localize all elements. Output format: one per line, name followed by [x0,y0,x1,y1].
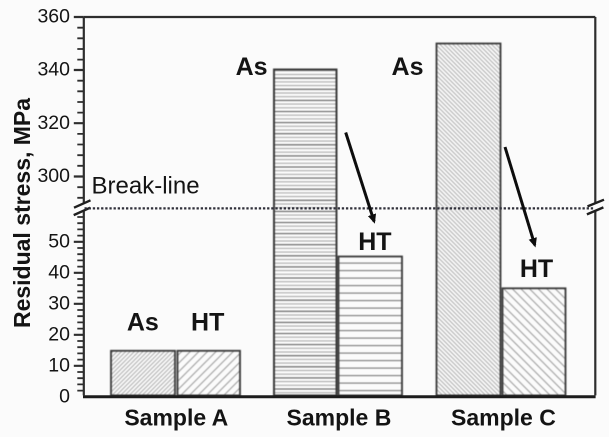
svg-text:Sample A: Sample A [124,405,228,431]
svg-text:Break-line: Break-line [92,173,200,200]
svg-text:20: 20 [48,324,70,346]
svg-text:360: 360 [37,5,70,27]
svg-text:Residual stress, MPa: Residual stress, MPa [9,98,35,328]
svg-text:40: 40 [48,262,70,284]
svg-text:HT: HT [520,255,553,283]
svg-text:300: 300 [37,165,70,187]
svg-text:0: 0 [59,386,70,408]
svg-text:30: 30 [48,293,70,315]
svg-text:Sample B: Sample B [286,405,391,431]
svg-text:As: As [127,309,159,337]
svg-text:HT: HT [191,309,224,337]
svg-text:340: 340 [37,59,70,81]
svg-text:320: 320 [37,112,70,134]
svg-text:Sample C: Sample C [451,405,556,431]
svg-text:10: 10 [48,355,70,377]
svg-text:50: 50 [48,231,70,253]
svg-text:As: As [392,53,424,81]
svg-text:HT: HT [358,228,391,256]
svg-text:As: As [236,53,268,81]
